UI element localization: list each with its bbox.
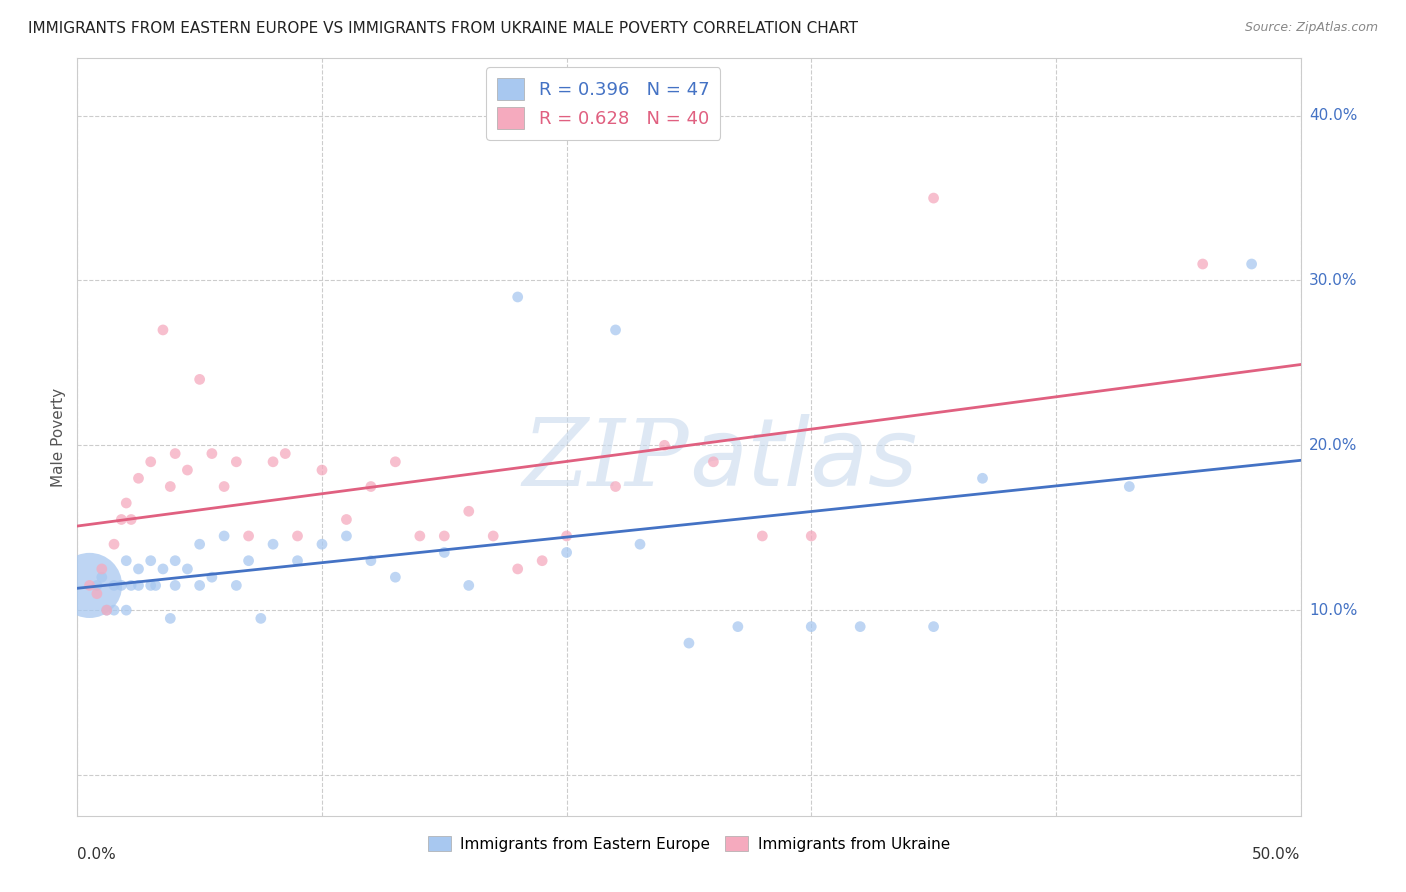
Point [555, 545, 578, 559]
Point [531, 554, 554, 568]
Point [287, 554, 309, 568]
Point [96, 603, 118, 617]
Point [384, 455, 406, 469]
Point [605, 323, 627, 337]
Point [849, 619, 872, 633]
Legend: Immigrants from Eastern Europe, Immigrants from Ukraine: Immigrants from Eastern Europe, Immigran… [422, 830, 956, 858]
Point [165, 578, 187, 592]
Point [139, 455, 162, 469]
Point [110, 578, 132, 592]
Text: 0.0%: 0.0% [77, 847, 117, 862]
Point [605, 479, 627, 493]
Point [384, 570, 406, 584]
Point [103, 603, 125, 617]
Text: 10.0%: 10.0% [1309, 603, 1357, 617]
Point [212, 479, 235, 493]
Point [238, 529, 260, 543]
Point [115, 496, 138, 510]
Point [262, 537, 284, 551]
Point [145, 578, 167, 592]
Point [433, 545, 456, 559]
Text: IMMIGRANTS FROM EASTERN EUROPE VS IMMIGRANTS FROM UKRAINE MALE POVERTY CORRELATI: IMMIGRANTS FROM EASTERN EUROPE VS IMMIGR… [28, 21, 858, 37]
Point [972, 471, 994, 485]
Text: ZIP: ZIP [522, 415, 689, 505]
Point [103, 578, 125, 592]
Point [201, 446, 224, 460]
Point [115, 603, 138, 617]
Point [152, 562, 174, 576]
Point [287, 529, 309, 543]
Point [628, 537, 651, 551]
Point [120, 578, 142, 592]
Point [922, 619, 945, 633]
Point [110, 512, 132, 526]
Text: 20.0%: 20.0% [1309, 438, 1357, 453]
Point [115, 554, 138, 568]
Point [90, 562, 112, 576]
Text: Source: ZipAtlas.com: Source: ZipAtlas.com [1244, 21, 1378, 35]
Point [188, 372, 211, 386]
Point [433, 529, 456, 543]
Point [152, 323, 174, 337]
Point [311, 463, 333, 477]
Point [274, 446, 297, 460]
Point [506, 562, 529, 576]
Point [139, 578, 162, 592]
Point [127, 471, 149, 485]
Point [176, 562, 198, 576]
Text: 30.0%: 30.0% [1309, 273, 1357, 288]
Point [702, 455, 724, 469]
Point [335, 512, 357, 526]
Point [922, 191, 945, 205]
Point [225, 578, 247, 592]
Point [176, 463, 198, 477]
Point [79, 578, 101, 592]
Point [86, 587, 108, 601]
Text: atlas: atlas [689, 414, 917, 506]
Point [506, 290, 529, 304]
Point [165, 446, 187, 460]
Point [335, 529, 357, 543]
Point [159, 479, 181, 493]
Point [103, 537, 125, 551]
Point [165, 554, 187, 568]
Point [86, 578, 108, 592]
Point [188, 537, 211, 551]
Point [751, 529, 773, 543]
Point [238, 554, 260, 568]
Point [409, 529, 432, 543]
Point [90, 570, 112, 584]
Point [678, 636, 700, 650]
Point [250, 611, 273, 625]
Point [482, 529, 505, 543]
Point [120, 512, 142, 526]
Point [457, 504, 479, 518]
Text: 50.0%: 50.0% [1253, 847, 1301, 862]
Point [555, 529, 578, 543]
Point [96, 603, 118, 617]
Point [1118, 479, 1140, 493]
Point [127, 578, 149, 592]
Point [800, 529, 823, 543]
Text: 40.0%: 40.0% [1309, 108, 1357, 123]
Point [262, 455, 284, 469]
Point [654, 438, 676, 452]
Point [311, 537, 333, 551]
Point [1240, 257, 1263, 271]
Point [225, 455, 247, 469]
Y-axis label: Male Poverty: Male Poverty [51, 387, 66, 487]
Point [360, 554, 382, 568]
Point [159, 611, 181, 625]
Point [1191, 257, 1213, 271]
Point [79, 578, 101, 592]
Point [727, 619, 749, 633]
Point [139, 554, 162, 568]
Point [800, 619, 823, 633]
Point [201, 570, 224, 584]
Point [212, 529, 235, 543]
Point [127, 562, 149, 576]
Point [457, 578, 479, 592]
Point [360, 479, 382, 493]
Point [188, 578, 211, 592]
